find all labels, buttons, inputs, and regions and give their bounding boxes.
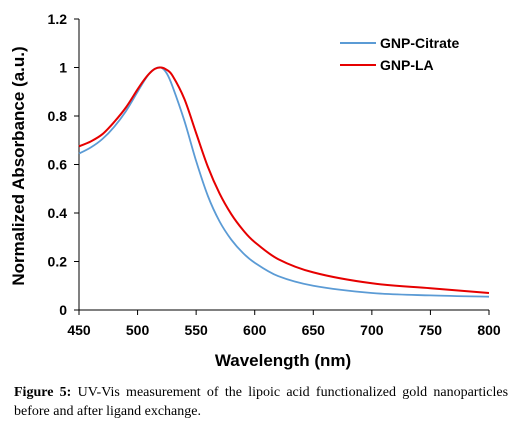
x-tick-label: 450 (67, 322, 91, 338)
y-tick-label: 0.2 (48, 254, 68, 270)
figure-caption: Figure 5: UV-Vis measurement of the lipo… (14, 383, 508, 421)
y-tick-label: 0.6 (48, 157, 68, 173)
y-axis-title: Normalized Absorbance (a.u.) (9, 46, 28, 285)
x-tick-label: 500 (126, 322, 150, 338)
y-tick-label: 0 (59, 302, 67, 318)
caption-label: Figure 5: (14, 385, 72, 400)
x-tick-label: 650 (302, 322, 326, 338)
y-tick-label: 0.4 (48, 205, 68, 221)
uv-vis-chart: 450 500 550 600 650 700 750 800 0 0.2 0.4 0.6 0.8 1 1.… (9, 11, 501, 370)
x-tick-label: 800 (477, 322, 501, 338)
series-line-gnp-la (78, 66, 490, 294)
x-tick-label: 700 (360, 322, 384, 338)
ticks: 450 500 550 600 650 700 750 800 0 0.2 0.4 0.6 0.8 1 1.… (48, 11, 501, 338)
y-tick-label: 1 (59, 60, 67, 76)
series-line-gnp-citrate (78, 66, 490, 298)
legend: GNP-Citrate GNP-LA (340, 35, 460, 73)
series-lines (78, 66, 490, 298)
x-tick-label: 750 (419, 322, 443, 338)
caption-text: UV-Vis measurement of the lipoic acid fu… (14, 385, 509, 419)
legend-label-gnp-citrate: GNP-Citrate (380, 35, 460, 51)
y-tick-label: 0.8 (48, 108, 68, 124)
legend-label-gnp-la: GNP-LA (380, 57, 434, 73)
y-tick-label: 1.2 (48, 11, 68, 27)
x-tick-label: 600 (243, 322, 267, 338)
x-axis-title: Wavelength (nm) (215, 351, 351, 370)
x-tick-label: 550 (184, 322, 208, 338)
